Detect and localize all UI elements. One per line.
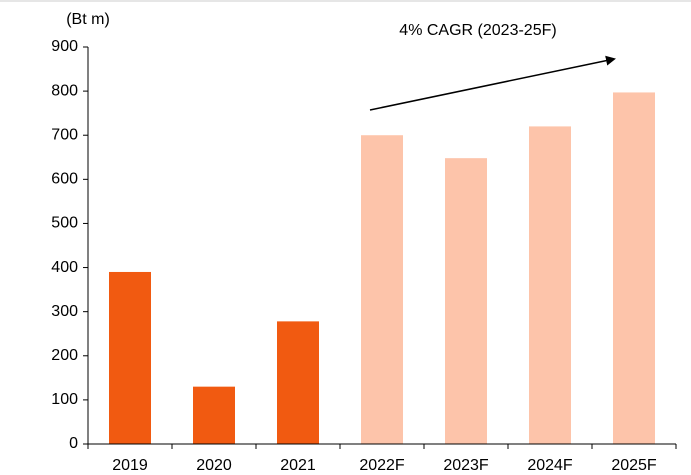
y-tick-label: 0 (69, 435, 78, 452)
y-tick-label: 500 (51, 215, 78, 232)
x-tick-label: 2024F (527, 457, 573, 474)
x-tick-label: 2021 (280, 457, 316, 474)
x-tick-label: 2023F (443, 457, 489, 474)
x-tick-label: 2019 (112, 457, 148, 474)
trend-arrow (369, 55, 616, 111)
y-tick-label: 300 (51, 303, 78, 320)
x-tick-label: 2020 (196, 457, 232, 474)
bar (193, 386, 235, 444)
bar (109, 271, 151, 444)
bar (445, 158, 487, 444)
y-tick-label: 600 (51, 171, 78, 188)
bar (529, 126, 571, 445)
y-tick-label: 100 (51, 391, 78, 408)
y-tick-label: 700 (51, 126, 78, 143)
bar (277, 321, 319, 444)
annotation: 4% CAGR (2023-25F) (399, 22, 556, 39)
bar (613, 92, 655, 444)
y-tick-label: 400 (51, 259, 78, 276)
y-tick-label: 900 (51, 38, 78, 55)
bar (361, 135, 403, 444)
y-tick-label: 200 (51, 347, 78, 364)
y-tick-label: 800 (51, 82, 78, 99)
x-tick-label: 2025F (611, 457, 657, 474)
x-tick-label: 2022F (359, 457, 405, 474)
y-axis-label: (Bt m) (66, 11, 110, 28)
